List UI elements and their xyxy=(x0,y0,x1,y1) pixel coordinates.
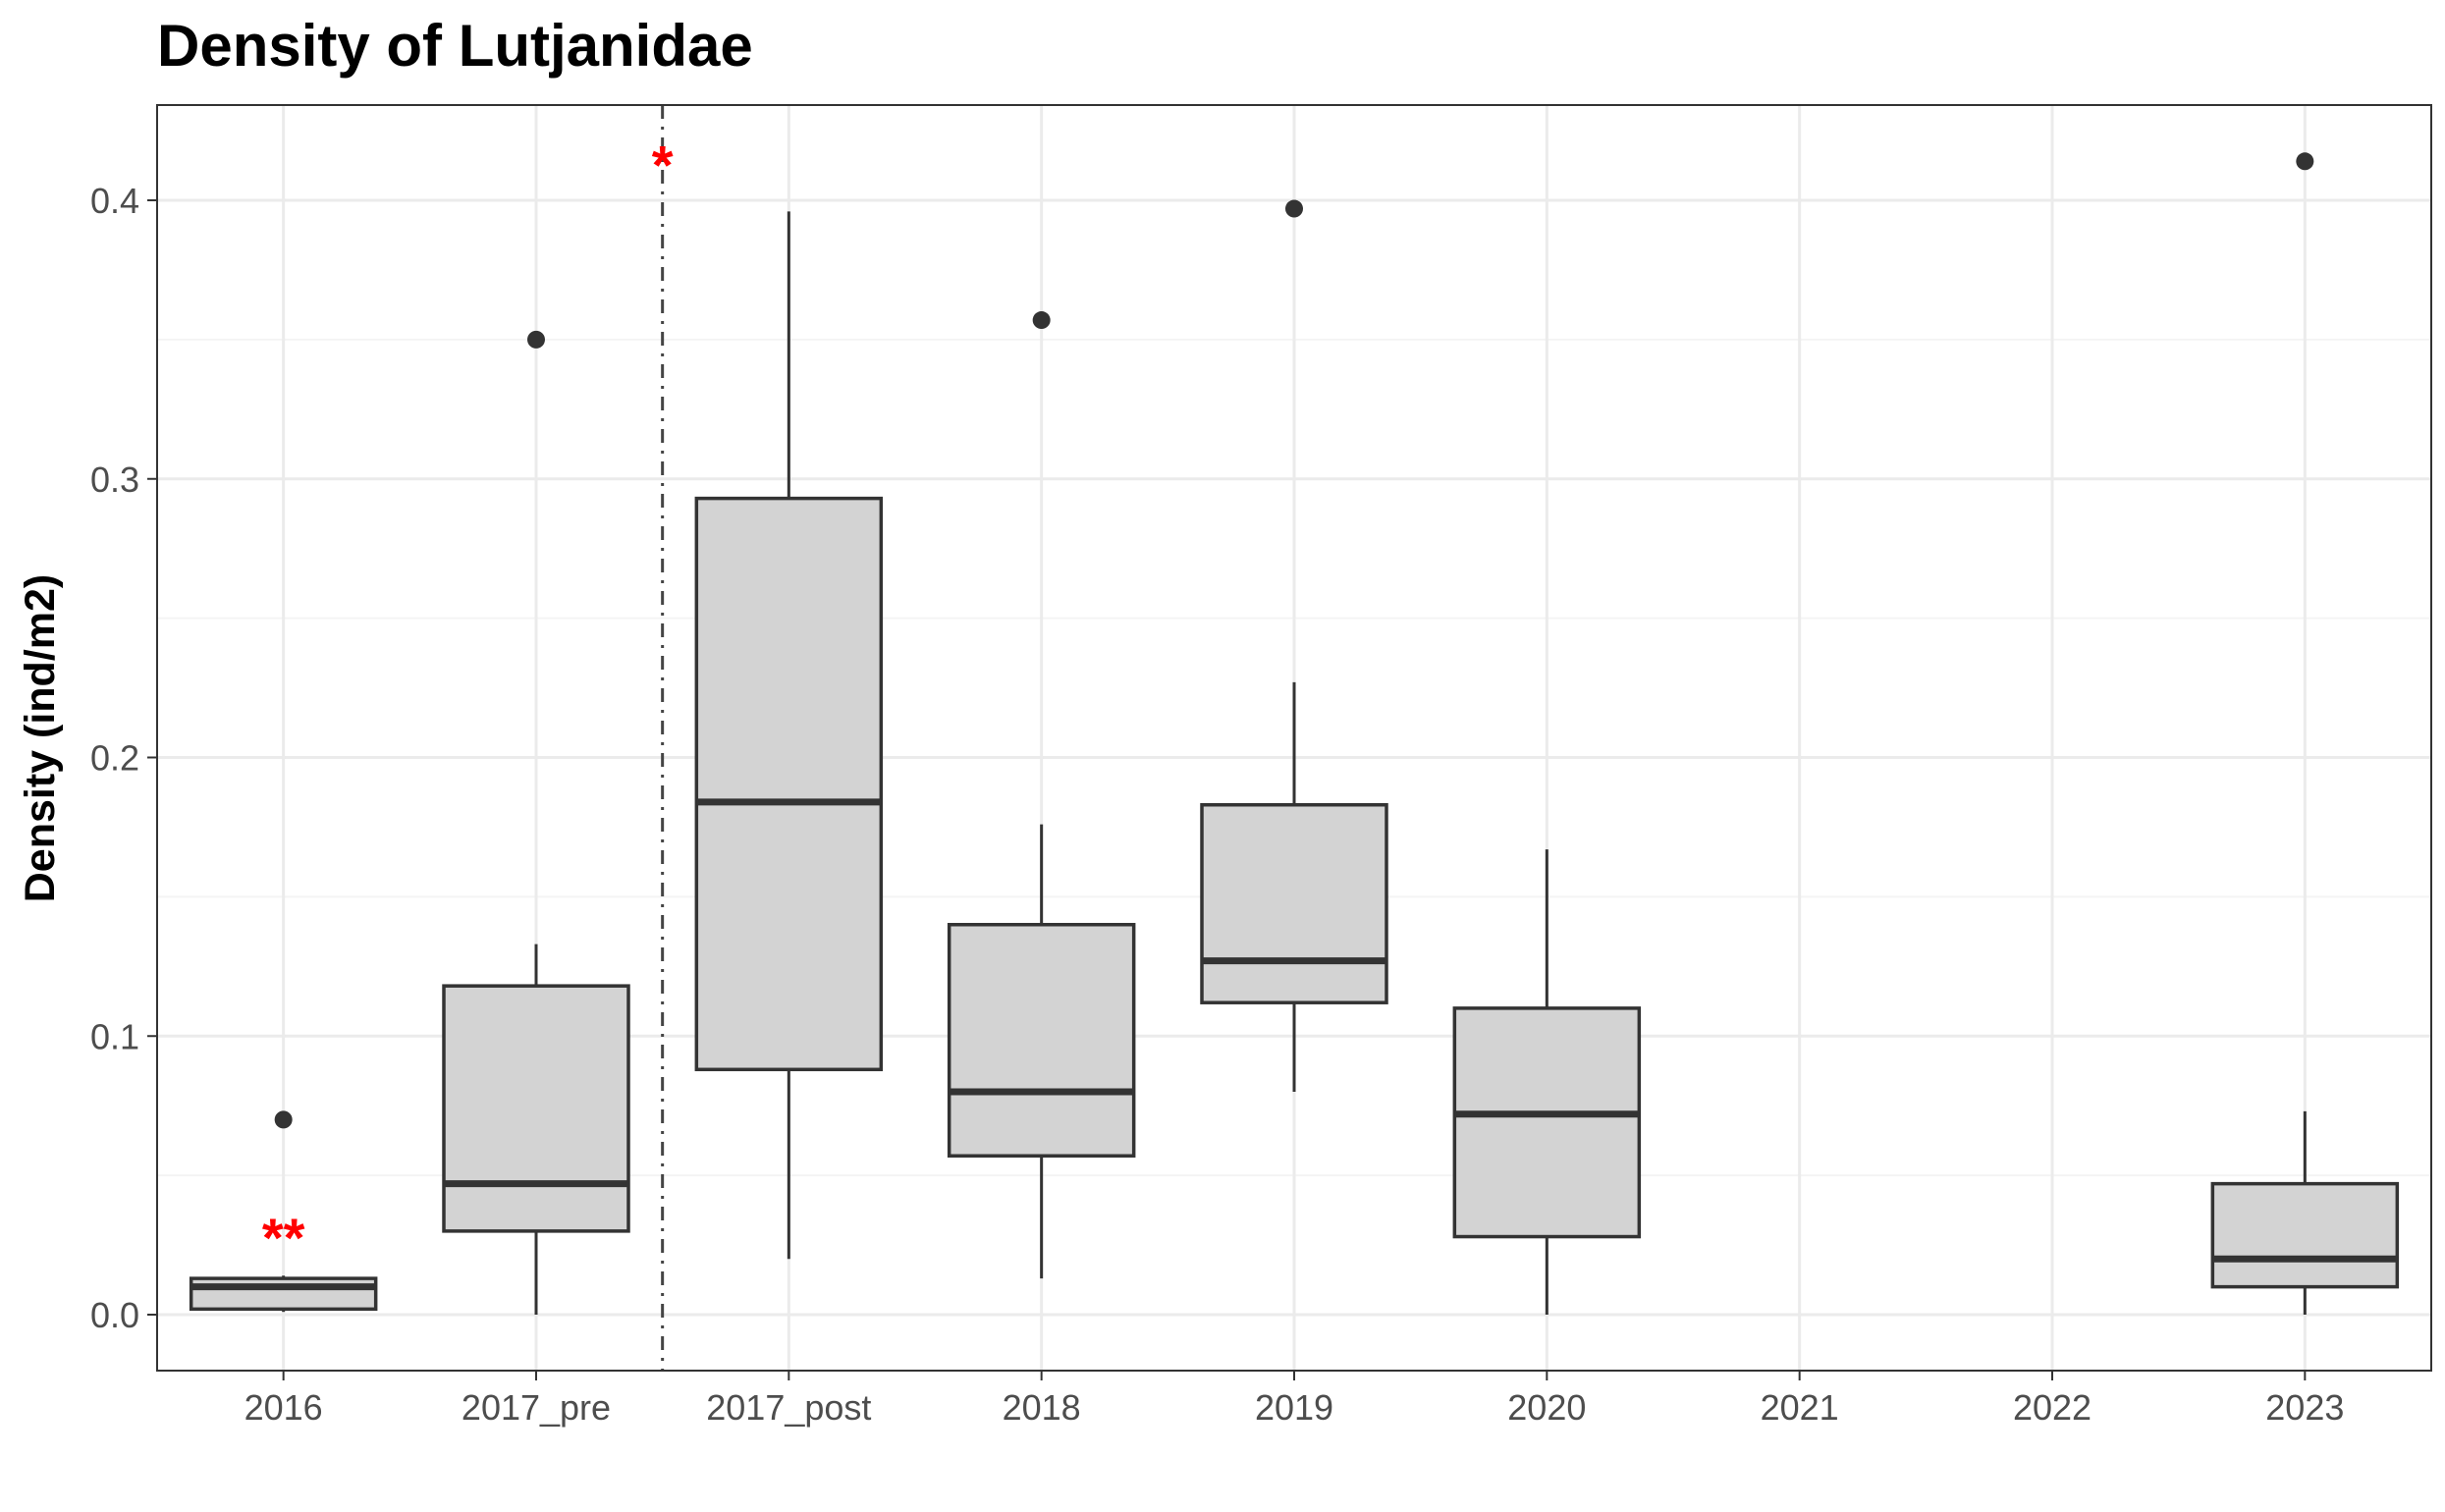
box-2016 xyxy=(189,1110,378,1313)
iqr-box xyxy=(189,1276,378,1312)
y-axis-label: Density (ind/m2) xyxy=(17,574,64,903)
outlier-point xyxy=(2296,152,2314,171)
box-2017_pre xyxy=(442,330,630,1315)
chart-title: Density of Lutjanidae xyxy=(157,13,753,79)
significance-annotations: *** xyxy=(262,134,674,1268)
x-tick-label: 2021 xyxy=(1761,1387,1839,1428)
y-tick-label: 0.1 xyxy=(90,1016,139,1056)
x-tick-label: 2016 xyxy=(244,1387,323,1428)
iqr-box xyxy=(947,923,1136,1159)
x-tick-label: 2017_pre xyxy=(462,1387,611,1428)
significance-mark: * xyxy=(652,134,674,195)
boxes xyxy=(189,152,2400,1315)
x-tick-label: 2020 xyxy=(1507,1387,1586,1428)
x-axis: 2016 2017_pre 2017_post 2018 2019 2020 2021 202… xyxy=(244,1371,2344,1428)
iqr-box xyxy=(2210,1181,2400,1289)
y-tick-label: 0.2 xyxy=(90,738,139,779)
y-tick-label: 0.3 xyxy=(90,459,139,500)
outlier-point xyxy=(527,330,545,349)
y-axis: 0.0 0.1 0.2 0.3 0.4 xyxy=(90,181,157,1335)
x-tick-label: 2023 xyxy=(2265,1387,2344,1428)
box-2020 xyxy=(1452,849,1642,1315)
y-tick-label: 0.0 xyxy=(90,1295,139,1335)
y-tick-label: 0.4 xyxy=(90,181,139,221)
box-2018 xyxy=(947,311,1136,1279)
x-tick-label: 2019 xyxy=(1255,1387,1333,1428)
box-2017_post xyxy=(694,211,884,1260)
box-2019 xyxy=(1200,199,1388,1092)
significance-mark: ** xyxy=(262,1207,305,1269)
outlier-point xyxy=(1032,311,1051,330)
outlier-point xyxy=(274,1110,293,1129)
iqr-box xyxy=(1452,1006,1642,1239)
box-2023 xyxy=(2210,152,2400,1315)
outlier-point xyxy=(1285,199,1303,218)
x-tick-label: 2018 xyxy=(1003,1387,1081,1428)
iqr-box xyxy=(442,984,630,1233)
x-tick-label: 2022 xyxy=(2013,1387,2092,1428)
iqr-box xyxy=(1200,802,1388,1004)
iqr-box xyxy=(694,496,884,1072)
x-tick-label: 2017_post xyxy=(706,1387,871,1428)
